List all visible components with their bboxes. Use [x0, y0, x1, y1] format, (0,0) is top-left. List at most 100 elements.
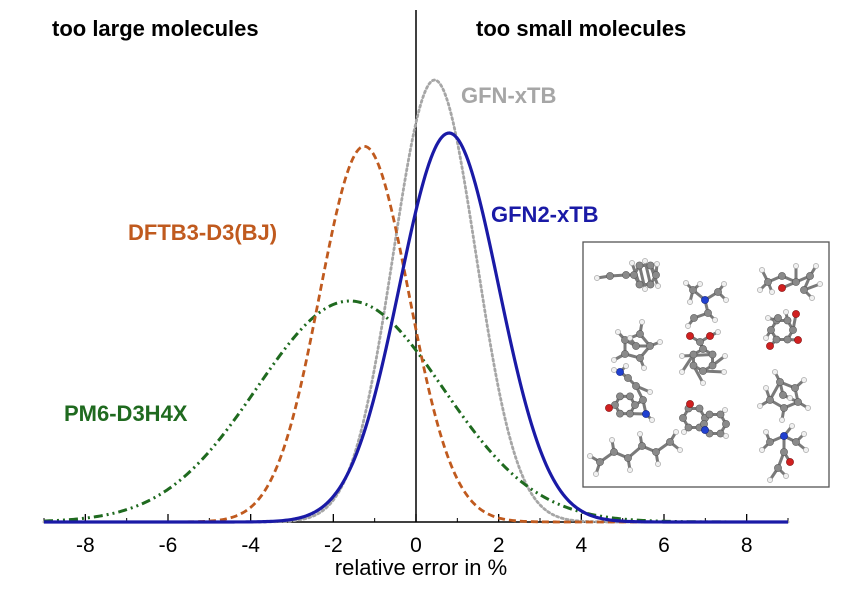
atom [783, 309, 789, 315]
atom [631, 401, 639, 409]
atom [679, 369, 685, 375]
atom [769, 289, 775, 295]
atom [596, 458, 604, 466]
region-label-right: too small molecules [476, 16, 686, 41]
x-tick-label: -6 [159, 534, 178, 557]
atom [792, 310, 800, 318]
atom [687, 299, 693, 305]
atom [611, 367, 617, 373]
atom [627, 467, 633, 473]
series-line-gfn2-xtb [44, 131, 788, 524]
atom [622, 271, 630, 279]
atom [763, 335, 769, 341]
atom [759, 267, 765, 273]
atom [629, 260, 635, 266]
atom [716, 410, 725, 419]
atom [624, 454, 632, 462]
atom [776, 378, 784, 386]
atom [700, 380, 706, 386]
atom [767, 477, 773, 483]
atom [652, 448, 660, 456]
atom [686, 332, 694, 340]
atom [623, 363, 629, 369]
atom [778, 272, 786, 280]
atom [655, 283, 661, 289]
atom [704, 309, 712, 317]
atom [757, 403, 763, 409]
atom [721, 281, 727, 287]
molecule-10 [587, 429, 683, 477]
atom [689, 361, 698, 370]
atom [627, 335, 633, 341]
atom [783, 316, 792, 325]
atom [714, 288, 722, 296]
molecule-3 [757, 263, 823, 301]
atom [783, 335, 792, 344]
atom [683, 280, 689, 286]
atom [809, 295, 815, 301]
atom [624, 374, 632, 382]
atom [655, 461, 661, 467]
atom [759, 447, 765, 453]
atom [646, 342, 654, 350]
atom [792, 438, 800, 446]
x-tick-label: 2 [493, 534, 505, 557]
bond [643, 259, 652, 287]
atom [621, 350, 629, 358]
atom [712, 317, 718, 323]
atom [722, 407, 728, 413]
atom [722, 420, 730, 428]
x-tick-label: 0 [410, 534, 422, 557]
atom [780, 432, 788, 440]
atom [635, 280, 644, 289]
atom [806, 272, 814, 280]
atom [763, 385, 769, 391]
atom [722, 353, 728, 359]
atom [695, 404, 704, 413]
atom [767, 326, 775, 334]
atom [646, 280, 655, 289]
atom [616, 409, 624, 418]
atom [792, 278, 800, 286]
molecule-2 [683, 280, 729, 329]
atom [657, 339, 663, 345]
atom [686, 400, 694, 408]
atom [615, 329, 621, 335]
atom [605, 404, 613, 412]
atom [611, 357, 617, 363]
atom [646, 261, 655, 270]
atom [779, 391, 787, 399]
atom [666, 438, 674, 446]
atom [681, 429, 687, 435]
atom [774, 464, 782, 472]
atom [697, 281, 703, 287]
atom [715, 329, 721, 335]
atom [801, 431, 807, 437]
atom [699, 345, 707, 353]
atom [616, 368, 624, 376]
atom [723, 297, 729, 303]
atom [593, 471, 599, 477]
atom [787, 395, 793, 401]
atom [636, 354, 644, 362]
atom [649, 417, 655, 423]
atom [716, 429, 725, 438]
atom [652, 271, 660, 279]
labels-layer: relative error in % too large molecules to… [52, 16, 686, 580]
atom [610, 448, 618, 456]
atom [774, 314, 782, 322]
atom [706, 332, 714, 340]
atom [772, 335, 781, 344]
atom [778, 284, 786, 292]
atom [789, 326, 797, 334]
atom [765, 315, 771, 321]
atom [699, 367, 707, 375]
atom [817, 281, 823, 287]
atom [803, 447, 809, 453]
atom [801, 377, 807, 383]
legend-label-gfn-xtb: GFN-xTB [461, 83, 556, 108]
atom [626, 392, 634, 401]
atom [677, 447, 683, 453]
atom [766, 438, 774, 446]
atom [609, 437, 615, 443]
